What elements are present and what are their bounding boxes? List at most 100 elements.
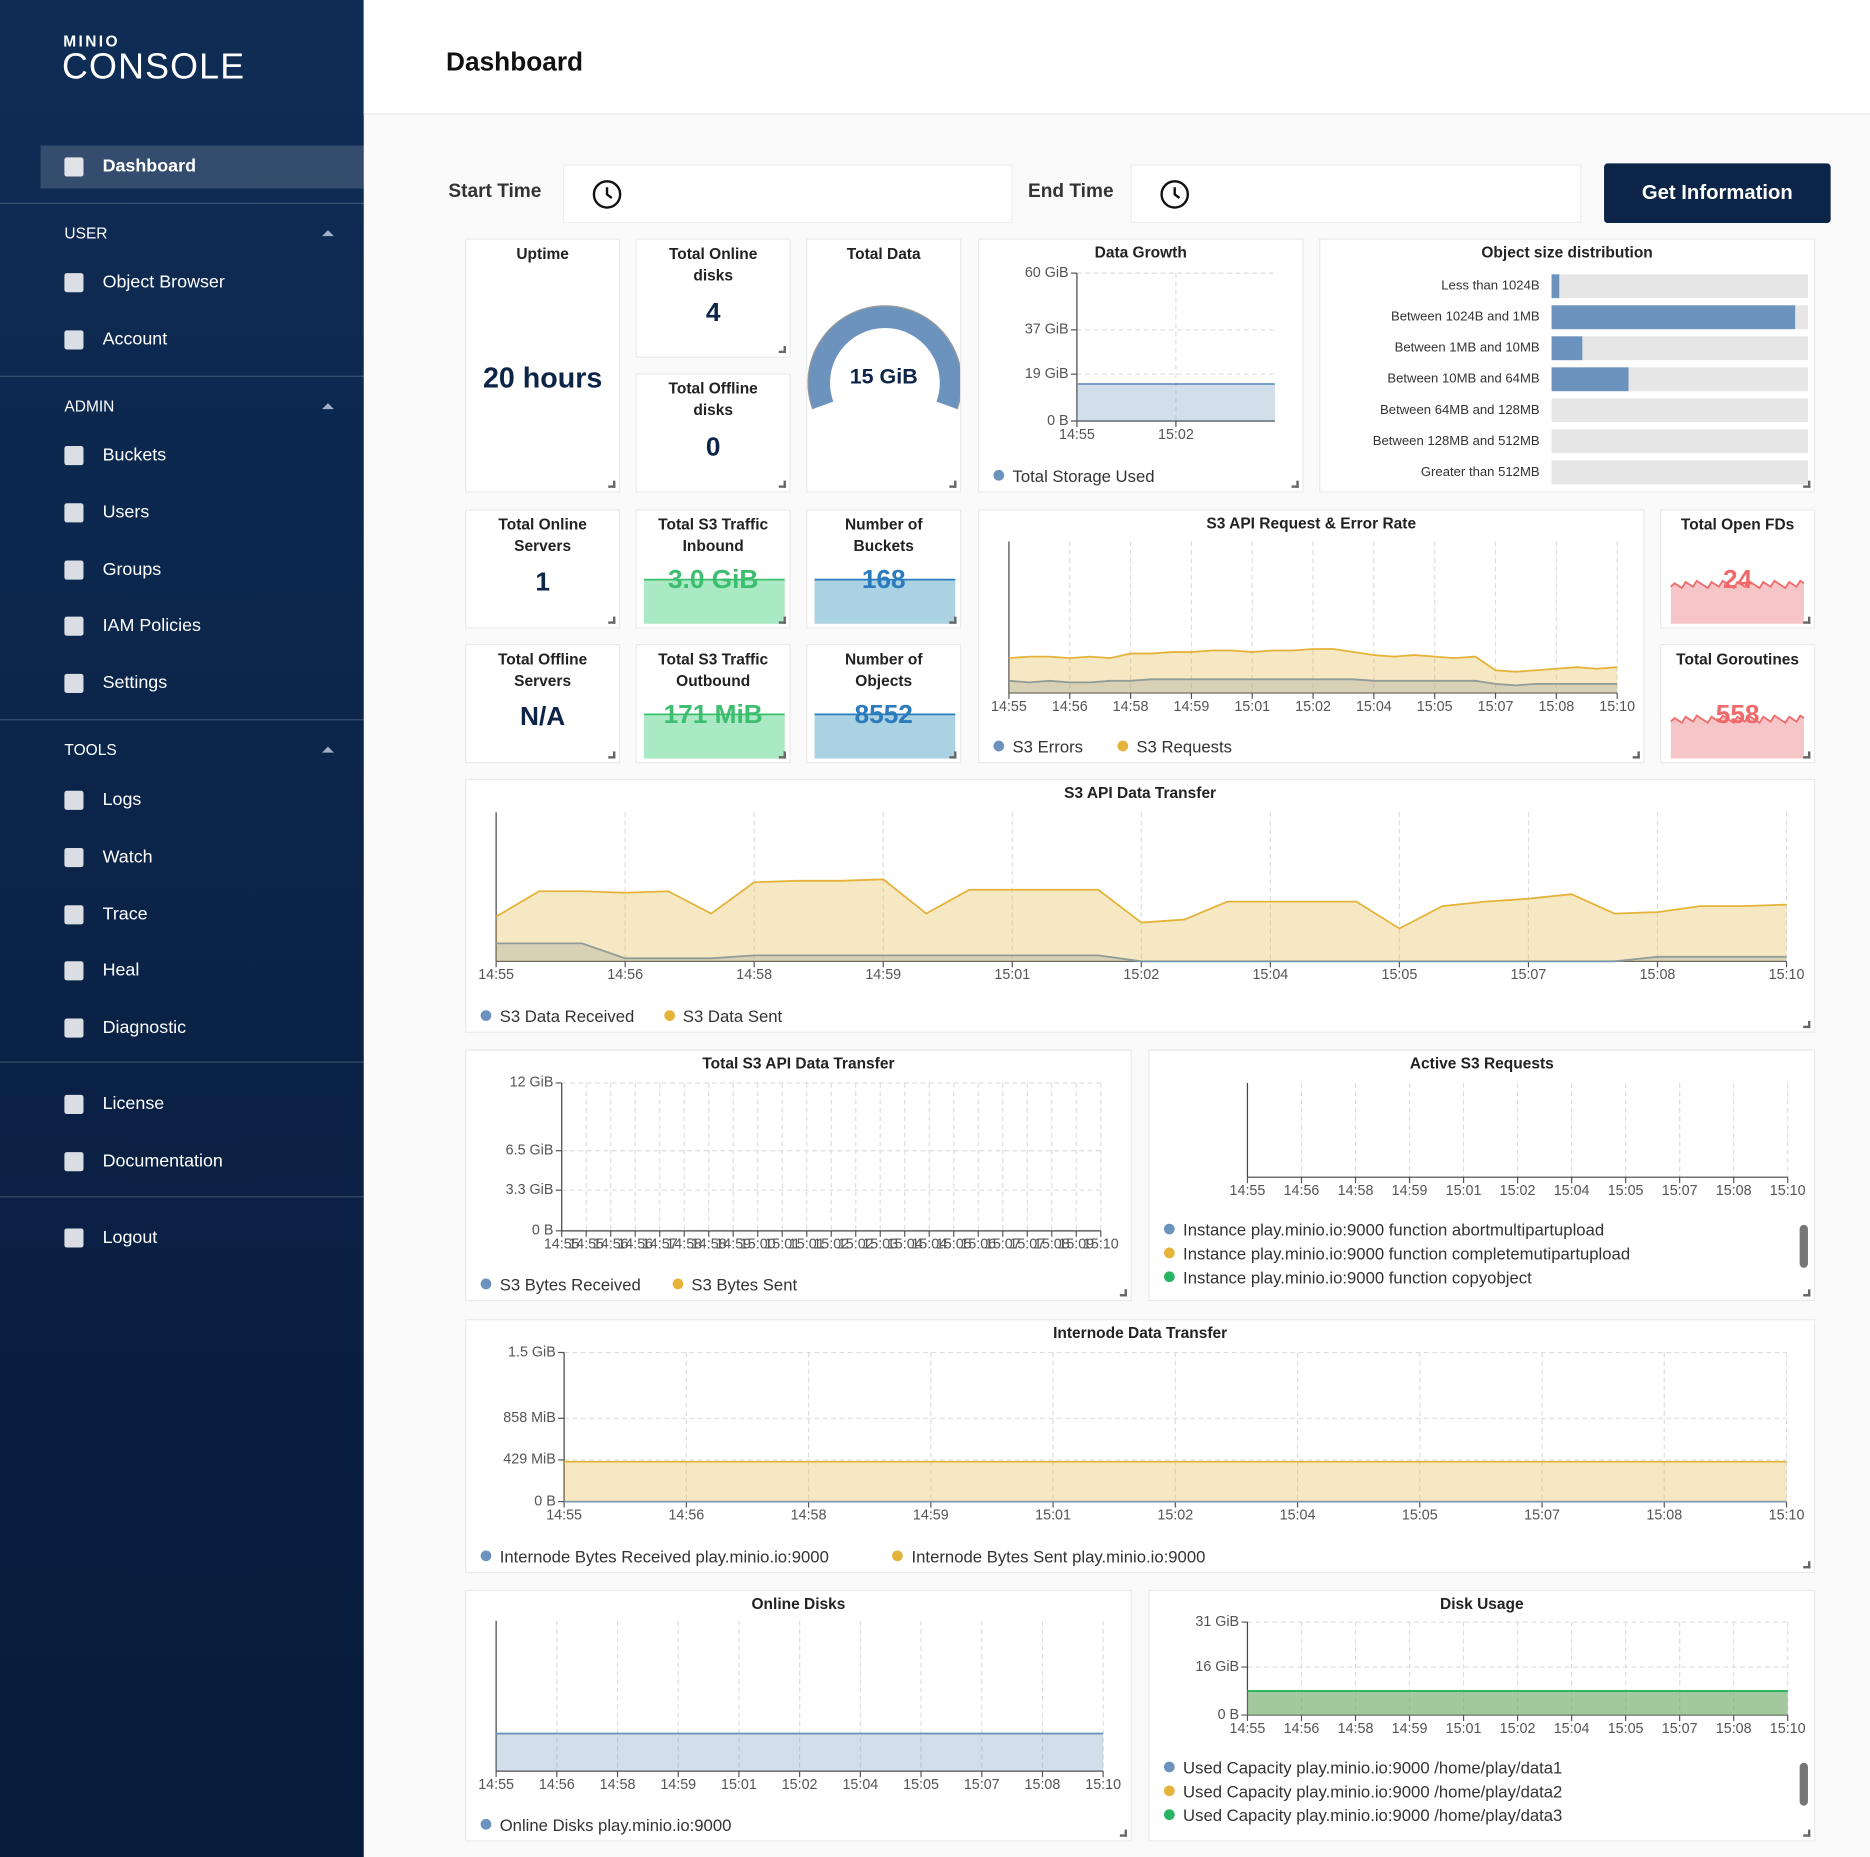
nav-item[interactable]: Buckets	[41, 434, 364, 477]
x-tick-label: 15:07	[1478, 699, 1514, 715]
stat-value: 171 MiB	[663, 698, 763, 729]
stat-title: Number of Objects	[844, 650, 923, 690]
x-tick-label: 15:08	[1646, 1507, 1682, 1523]
nav-item[interactable]: Settings	[41, 662, 364, 705]
chart-panel: Data Growth 14:55 15:02 0 B 19 GiB 37 GiB 60 G…	[977, 238, 1304, 493]
stat-panel: Total Offline Servers N/A	[465, 644, 621, 764]
section-title: ADMIN	[64, 397, 115, 416]
end-input[interactable]	[1130, 164, 1582, 224]
legend-dot	[663, 1010, 675, 1021]
nav-item[interactable]: Diagnostic	[41, 1007, 364, 1050]
x-tick-label: 14:56	[668, 1507, 704, 1523]
legend-item: Used Capacity play.minio.io:9000 /home/p…	[1163, 1758, 1562, 1777]
line	[1008, 648, 1618, 673]
sparkline-area	[814, 714, 956, 759]
chart-panel: Active S3 Requests 14:55 14:56 14:58 14:59 15…	[1148, 1049, 1816, 1302]
nav-item[interactable]: Dashboard	[40, 145, 364, 189]
chart-panel: Internode Data Transfer 14:55 14:56 14:58 14…	[465, 1319, 1816, 1574]
nav-icon	[64, 904, 84, 924]
stat-panel: Number of Buckets 168	[806, 509, 962, 629]
stat-value: 1	[535, 566, 550, 597]
legend-label: Used Capacity play.minio.io:9000 /home/p…	[1183, 1805, 1563, 1825]
section-caret[interactable]	[322, 403, 334, 410]
legend-dot	[993, 469, 1005, 481]
y-tick-label: 19 GiB	[1025, 366, 1069, 382]
x-tick-label: 15:01	[1446, 1183, 1482, 1199]
nav-item[interactable]: License	[41, 1083, 364, 1126]
legend-label: S3 Data Sent	[682, 1006, 783, 1026]
stat-panel: Total Offline disks 0	[635, 373, 791, 493]
stat-value: 15 GiB	[849, 364, 918, 389]
start-input[interactable]	[562, 164, 1013, 224]
nav-item[interactable]: Logout	[41, 1217, 364, 1260]
nav-item[interactable]: Groups	[41, 548, 364, 591]
x-tick-label: 15:01	[721, 1777, 757, 1793]
area	[496, 943, 1787, 962]
chart: 14:5514:5514:5614:5614:5714:5814:5814:59…	[506, 1075, 1119, 1253]
get-information-button[interactable]: Get Information	[1604, 163, 1831, 224]
y-tick-label: 858 MiB	[503, 1410, 555, 1426]
nav-item[interactable]: Users	[41, 491, 364, 534]
nav-item[interactable]: Heal	[41, 950, 364, 993]
page-title: Dashboard	[446, 46, 584, 77]
nav-item[interactable]: Object Browser	[41, 261, 364, 304]
bar-track	[1551, 398, 1808, 423]
x-tick-label: 15:04	[1554, 1721, 1590, 1737]
stat-value: 0	[705, 431, 721, 462]
y-tick-label: 0 B	[1218, 1707, 1239, 1723]
x-tick-label: 15:01	[789, 1237, 825, 1253]
separator	[0, 1196, 364, 1198]
nav-item[interactable]: Documentation	[41, 1140, 364, 1183]
chart-title: Data Growth	[1094, 243, 1187, 262]
legend-label: Total Storage Used	[1012, 466, 1155, 486]
x-tick-label: 15:00	[740, 1237, 776, 1253]
x-tick-label: 15:10	[1770, 1721, 1806, 1737]
chart-panel: S3 API Data Transfer 14:55 14:56 14:58 14:59…	[465, 778, 1816, 1033]
y-tick-label: 1.5 GiB	[508, 1344, 556, 1360]
stat-value: 558	[1715, 698, 1760, 729]
chart-title: Total S3 API Data Transfer	[702, 1054, 895, 1073]
area	[1076, 384, 1275, 422]
chart-panel: Total S3 API Data Transfer 14:55 14:55 14:5…	[465, 1049, 1132, 1302]
legend-dot	[480, 1550, 492, 1562]
chart-title: Active S3 Requests	[1409, 1054, 1554, 1073]
sparkline-area	[644, 579, 785, 624]
nav-label: Logs	[102, 789, 142, 810]
bar-track	[1551, 274, 1808, 299]
y-tick-label: 0 B	[534, 1493, 555, 1509]
section-title: USER	[64, 224, 108, 243]
chart-title: S3 API Request & Error Rate	[1206, 514, 1417, 532]
area	[1008, 679, 1618, 693]
section-caret[interactable]	[322, 746, 334, 753]
stat-value: 4	[705, 296, 721, 327]
stat-title: Uptime	[516, 244, 569, 263]
chart: 14:55 14:56 14:58 14:59 15:01 15:02 15:04 15:05…	[478, 812, 1804, 983]
nav-item[interactable]: IAM Policies	[41, 605, 364, 648]
nav-item[interactable]: Account	[41, 318, 364, 361]
x-tick-label: 14:58	[1113, 699, 1149, 715]
x-tick-label: 15:10	[1770, 1183, 1806, 1199]
x-tick-label: 15:05	[1402, 1507, 1438, 1523]
nav-item[interactable]: Trace	[41, 893, 364, 936]
bar-label: Between 1024B and 1MB	[1391, 309, 1540, 324]
sparkline	[644, 713, 785, 759]
y-tick-label: 12 GiB	[510, 1075, 554, 1091]
nav-icon	[64, 1152, 84, 1172]
stat-value: 3.0 GiB	[667, 564, 759, 594]
x-tick-label: 15:04	[1554, 1183, 1590, 1199]
legend-item: Internode Bytes Sent play.minio.io:9000	[892, 1547, 1205, 1566]
nav-item[interactable]: Logs	[41, 779, 364, 822]
nav-label: Trace	[102, 903, 148, 924]
stat-panel: Total Online Servers 1	[465, 509, 621, 629]
section-caret[interactable]	[322, 230, 334, 237]
legend-label: Used Capacity play.minio.io:9000 /home/p…	[1183, 1781, 1563, 1801]
nav-icon	[64, 674, 84, 694]
nav-icon	[64, 1018, 84, 1038]
y-tick-label: 6.5 GiB	[506, 1143, 554, 1159]
chart-title: Online Disks	[751, 1594, 846, 1613]
nav-item[interactable]: Watch	[41, 836, 364, 879]
y-tick-label: 60 GiB	[1025, 265, 1069, 281]
stat-value: 168	[861, 564, 906, 594]
sidebar: MINIO CONSOLE Dashboard USER Object Browse…	[0, 0, 364, 1857]
